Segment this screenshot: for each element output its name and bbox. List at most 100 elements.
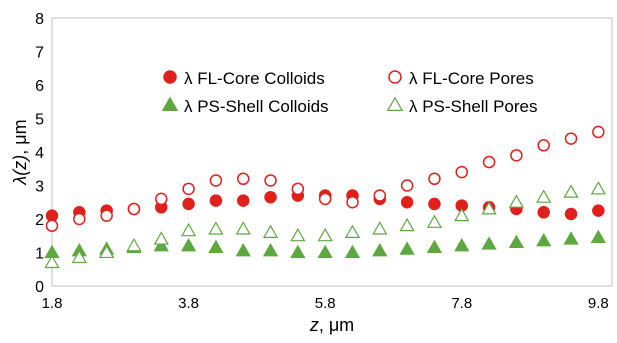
y-tick-label: 6 xyxy=(35,78,44,95)
y-tick-label: 3 xyxy=(35,179,44,196)
data-point xyxy=(372,243,388,257)
data-point xyxy=(182,182,195,196)
y-tick-label: 0 xyxy=(35,279,44,296)
data-point xyxy=(373,189,387,202)
data-point xyxy=(182,197,195,211)
data-point xyxy=(400,196,414,209)
data-point xyxy=(291,182,305,196)
data-point xyxy=(99,244,115,259)
legend-label: λ FL-Core Colloids xyxy=(184,69,325,88)
legend-label: λ FL-Core Pores xyxy=(409,69,534,88)
data-point xyxy=(426,239,443,254)
data-point xyxy=(180,222,197,237)
data-point xyxy=(592,125,605,139)
data-point xyxy=(344,224,361,238)
data-point xyxy=(536,189,552,203)
data-point xyxy=(481,236,497,250)
data-point xyxy=(262,224,279,238)
legend-label: λ PS-Shell Pores xyxy=(409,97,538,116)
data-point xyxy=(45,219,59,232)
x-tick-label: 3.8 xyxy=(178,295,199,312)
data-point xyxy=(264,174,277,187)
data-point xyxy=(346,196,359,209)
data-point xyxy=(482,155,496,169)
data-point xyxy=(536,232,552,247)
data-point xyxy=(153,231,169,245)
data-point xyxy=(73,212,86,226)
legend: λ FL-Core Colloids λ FL-Core Pores λ PS-Sh… xyxy=(161,69,538,116)
data-point xyxy=(344,244,361,259)
data-point xyxy=(537,206,550,219)
y-axis-label: λ(z), μm xyxy=(10,119,30,185)
data-point xyxy=(290,244,306,259)
data-point xyxy=(264,190,277,204)
x-tick-label: 7.8 xyxy=(451,295,472,312)
data-point xyxy=(208,239,224,254)
data-point xyxy=(127,202,141,216)
data-point xyxy=(209,174,223,187)
data-point xyxy=(428,172,441,186)
data-point xyxy=(262,243,279,257)
x-axis-label: z, μm xyxy=(309,315,354,335)
data-point xyxy=(508,194,525,208)
data-point xyxy=(209,194,223,207)
x-tick-label: 5.8 xyxy=(315,295,336,312)
y-tick-label: 7 xyxy=(35,45,44,62)
data-point xyxy=(318,192,332,206)
data-point xyxy=(44,254,60,269)
data-point xyxy=(180,237,197,252)
data-point xyxy=(590,229,606,243)
data-point xyxy=(236,194,250,207)
data-point xyxy=(100,209,113,222)
data-point xyxy=(317,227,333,242)
data-point xyxy=(71,249,87,264)
plot-frame xyxy=(51,17,613,287)
data-point xyxy=(592,204,605,217)
y-tick-label: 5 xyxy=(35,112,44,129)
legend-marker xyxy=(163,70,177,84)
data-point xyxy=(428,197,441,211)
x-tick-label: 9.8 xyxy=(588,295,609,312)
data-point xyxy=(126,237,142,252)
legend-label: λ PS-Shell Colloids xyxy=(184,97,329,116)
data-point xyxy=(454,207,470,222)
data-point xyxy=(455,165,469,179)
data-point xyxy=(372,221,388,235)
data-point xyxy=(590,181,606,195)
chart-marks xyxy=(44,125,606,269)
data-point xyxy=(426,214,443,228)
axis-ticks: 0 1 2 3 4 5 6 7 8 1.8 3.8 5.8 7.8 9.8 xyxy=(35,11,609,312)
data-point xyxy=(564,132,578,145)
data-point xyxy=(155,192,168,206)
legend-marker xyxy=(161,96,179,112)
x-tick-label: 1.8 xyxy=(42,295,63,312)
data-point xyxy=(510,149,523,162)
data-point xyxy=(235,221,251,235)
data-point xyxy=(208,221,224,235)
legend-marker xyxy=(388,70,402,84)
series-4 xyxy=(44,181,606,269)
y-tick-label: 4 xyxy=(35,145,44,162)
y-tick-label: 2 xyxy=(35,212,44,229)
data-point xyxy=(481,201,497,215)
data-point xyxy=(399,217,415,232)
data-point xyxy=(508,234,525,248)
legend-marker xyxy=(386,96,404,112)
data-point xyxy=(235,243,251,257)
data-point xyxy=(399,241,415,255)
data-point xyxy=(153,237,169,252)
data-point xyxy=(317,244,333,259)
data-point xyxy=(537,139,550,152)
data-point xyxy=(564,207,578,221)
data-point xyxy=(236,172,250,186)
data-point xyxy=(563,184,579,198)
y-tick-label: 8 xyxy=(35,11,44,28)
data-point xyxy=(290,227,306,242)
series-2 xyxy=(45,125,605,232)
y-tick-label: 1 xyxy=(35,246,44,263)
series-3 xyxy=(44,229,606,259)
data-point xyxy=(563,231,579,245)
data-point xyxy=(454,237,470,252)
